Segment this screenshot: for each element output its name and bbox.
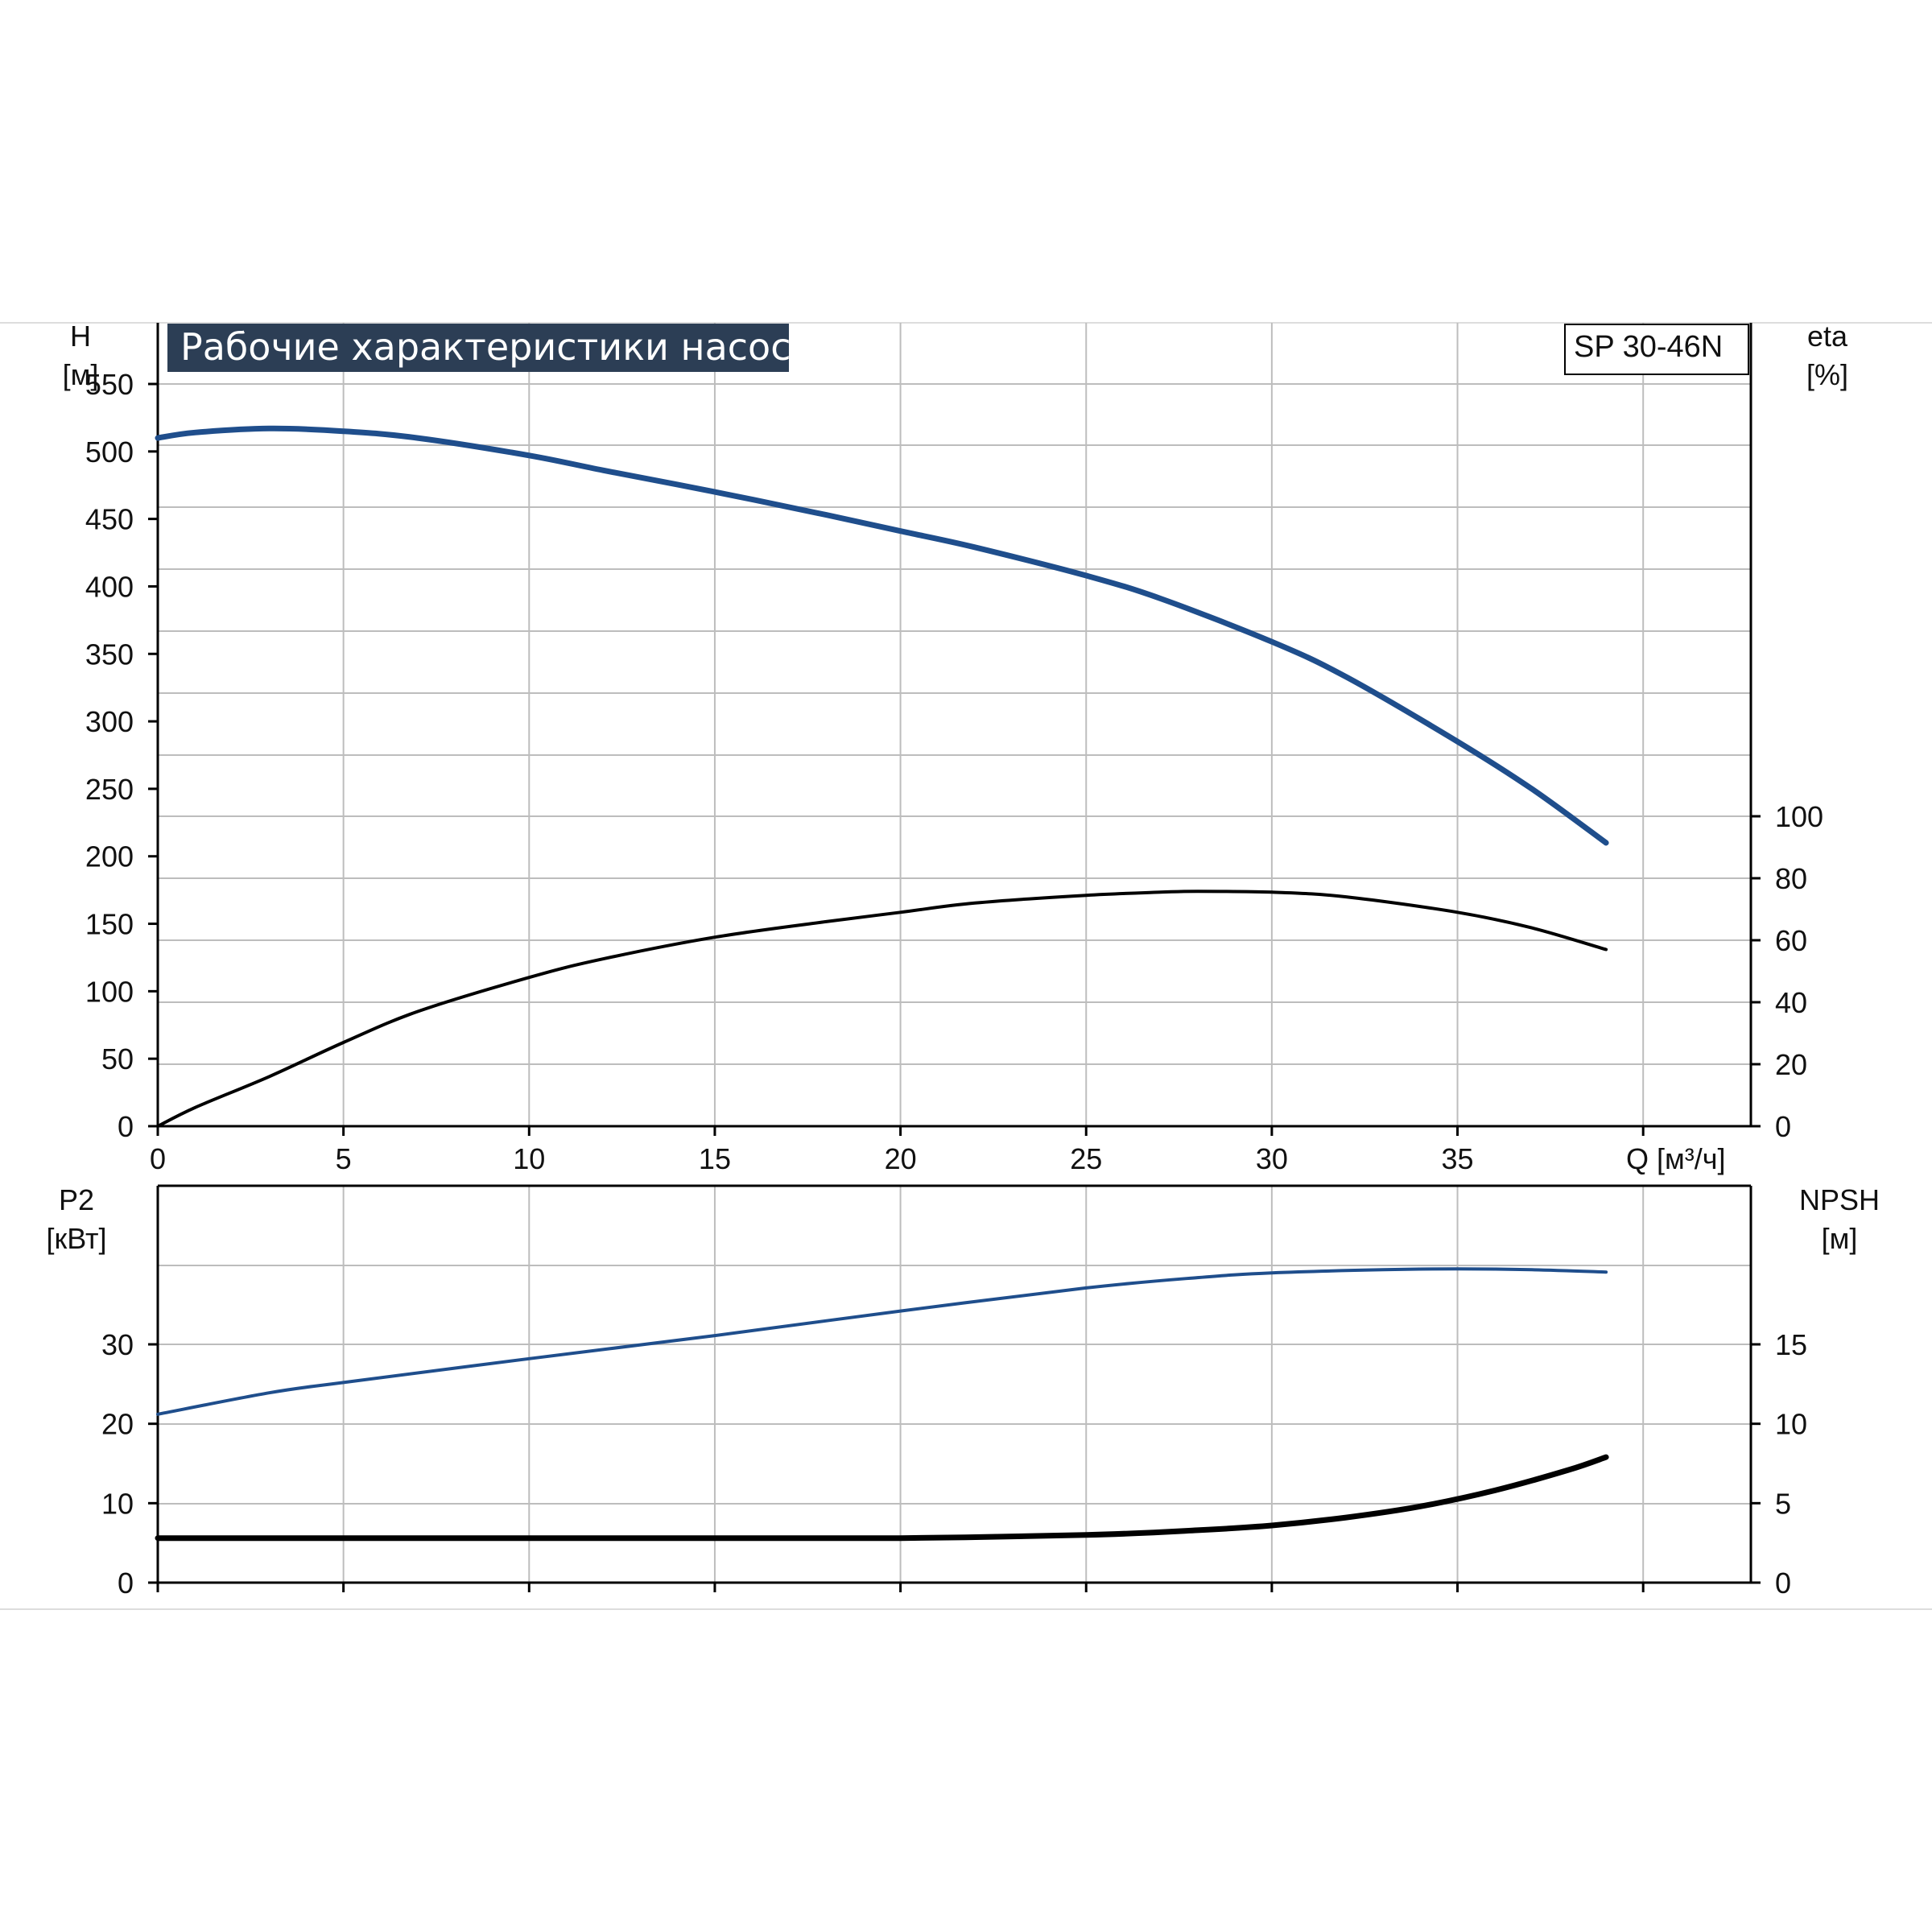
x-tick-label: 5 [336, 1142, 352, 1175]
y-left-tick-label: 300 [85, 705, 134, 738]
x-axis-label: Q [м³/ч] [1626, 1142, 1726, 1175]
x-tick-label: 30 [1256, 1142, 1288, 1175]
x-tick-label: 10 [513, 1142, 545, 1175]
x-tick-label: 15 [699, 1142, 731, 1175]
y-right-tick-label: 80 [1775, 862, 1807, 895]
y-right-tick-label: 20 [1775, 1048, 1807, 1081]
y-left-tick-label: 100 [85, 975, 134, 1008]
power-curve [156, 1267, 1608, 1416]
y-left-tick-label: 500 [85, 436, 134, 469]
x-tick-label: 35 [1442, 1142, 1474, 1175]
y-left-tick-label: 30 [101, 1328, 134, 1361]
efficiency-curve [156, 890, 1608, 1128]
y-left-tick-label: 0 [118, 1567, 134, 1600]
bottom-grid [158, 1186, 1751, 1583]
y-left-tick-label: 550 [85, 368, 134, 401]
head-curve [155, 425, 1609, 846]
x-tick-label: 0 [150, 1142, 166, 1175]
bottom-tick-labels: 0 10 20 30 0 5 10 15 [101, 1328, 1807, 1600]
y-right-unit-top: [%] [1806, 358, 1848, 391]
x-tick-label: 20 [885, 1142, 917, 1175]
y-left-tick-label: 350 [85, 638, 134, 671]
y-left-tick-label: 150 [85, 908, 134, 941]
y-right-unit-bottom: [м] [1822, 1222, 1858, 1255]
y-right-tick-label: 5 [1775, 1487, 1791, 1520]
y-left-tick-label: 450 [85, 503, 134, 536]
y-right-label-top: eta [1807, 320, 1848, 353]
model-label: SP 30-46N [1574, 330, 1723, 364]
x-tick-label: 25 [1070, 1142, 1102, 1175]
y-left-tick-label: 200 [85, 840, 134, 873]
y-left-tick-label: 250 [85, 773, 134, 806]
bottom-axes [148, 1184, 1761, 1592]
y-right-tick-label: 100 [1775, 800, 1823, 833]
y-left-unit-top: [м] [63, 358, 99, 391]
y-left-tick-label: 0 [118, 1110, 134, 1143]
y-left-unit-bottom: [кВт] [46, 1222, 106, 1255]
top-grid [158, 323, 1751, 1126]
model-label-box [1564, 324, 1749, 375]
top-axes [148, 323, 1761, 1136]
y-left-tick-label: 20 [101, 1408, 134, 1441]
bottom-series [155, 1267, 1609, 1542]
y-right-tick-label: 0 [1775, 1110, 1791, 1143]
top-tick-labels: 0501001502002503003504004505005500204060… [85, 368, 1823, 1175]
y-left-tick-label: 50 [101, 1042, 134, 1075]
chart-title: Рабочие характеристики насоса [180, 325, 814, 369]
y-right-tick-label: 40 [1775, 986, 1807, 1019]
y-right-label-bottom: NPSH [1799, 1183, 1880, 1216]
y-left-tick-label: 10 [101, 1487, 134, 1520]
npsh-curve [155, 1454, 1609, 1542]
y-right-tick-label: 0 [1775, 1567, 1791, 1600]
y-left-tick-label: 400 [85, 570, 134, 603]
top-series [155, 425, 1609, 1128]
y-right-tick-label: 10 [1775, 1408, 1807, 1441]
chart-title-background [167, 324, 789, 372]
y-right-tick-label: 60 [1775, 924, 1807, 957]
y-left-label-bottom: P2 [59, 1183, 94, 1216]
y-left-label-top: H [70, 320, 91, 353]
y-right-tick-label: 15 [1775, 1328, 1807, 1361]
